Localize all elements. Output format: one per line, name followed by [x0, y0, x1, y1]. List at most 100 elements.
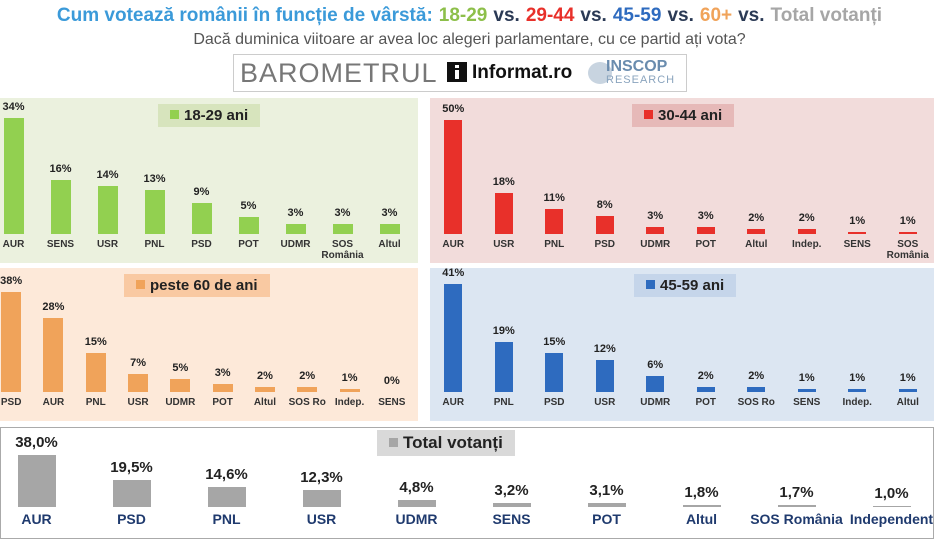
x-tick-label: SENS: [46, 239, 75, 250]
bar: [646, 227, 665, 234]
x-tick-label: UDMR: [395, 511, 438, 527]
value-label: 1%: [899, 372, 916, 385]
x-tick-label: PSD: [543, 397, 565, 408]
x-tick-label: SENS: [378, 397, 406, 408]
x-tick-label: USR: [594, 397, 616, 408]
title-part: 18-29: [438, 5, 488, 26]
bar: [444, 284, 463, 392]
x-tick-label: POT: [212, 397, 233, 408]
value-label: 5%: [172, 361, 189, 374]
logo-inscop: INSCOP: [606, 58, 668, 75]
x-tick-label: Indep.: [334, 397, 365, 408]
value-label: 19,5%: [110, 459, 153, 477]
legend: 18-29 ani: [158, 104, 261, 127]
bar: [191, 203, 212, 234]
bar: [494, 342, 513, 392]
bar: [587, 502, 626, 507]
value-label: 3%: [334, 206, 351, 219]
value-label: 2%: [748, 212, 765, 225]
value-label: 2%: [697, 369, 714, 382]
legend: 45-59 ani: [634, 274, 737, 297]
value-label: 5%: [240, 200, 257, 212]
bar: [339, 389, 360, 392]
logo-strip: BAROMETRUL Informat.ro INSCOP RESEARCH: [233, 54, 687, 92]
bar: [112, 480, 151, 507]
legend-label: 30-44 ani: [658, 107, 723, 124]
x-tick-label: PSD: [0, 397, 22, 408]
x-tick-label: Altul: [685, 511, 718, 527]
bar: [872, 505, 911, 507]
x-tick-label: Indep.: [792, 239, 822, 250]
value-label: 1,7%: [779, 483, 814, 501]
value-label: 41%: [442, 268, 465, 280]
bar: [848, 389, 867, 392]
legend-swatch: [646, 280, 655, 289]
x-tick-label: PSD: [117, 511, 146, 527]
bar: [285, 223, 306, 234]
value-label: 11%: [543, 191, 565, 204]
x-tick-label: AUR: [442, 397, 465, 408]
bar: [696, 227, 715, 234]
value-label: 28%: [42, 301, 65, 314]
value-label: 19%: [492, 325, 515, 338]
bar: [332, 223, 353, 234]
chart-panel: 50% AUR 18% USR 11% PNL 8% PSD 3% UDMR 3% POT 2% Altu…: [430, 98, 934, 263]
chart-panel: 38% PSD 28% AUR 15% PNL 7% USR 5% UDMR 3% POT 2% Altu…: [0, 268, 418, 421]
x-tick-label: POT: [592, 511, 621, 527]
x-tick-label: PNL: [493, 397, 514, 408]
x-tick-label: PSD: [594, 239, 616, 250]
x-tick-label: Altul: [253, 397, 277, 408]
x-tick-label: PNL: [144, 239, 165, 250]
value-label: 12%: [593, 343, 616, 356]
value-label: 3%: [287, 206, 304, 219]
x-tick-label: SOS România: [321, 239, 364, 261]
x-tick-label: SOS Ro: [288, 397, 326, 408]
bar: [238, 217, 259, 234]
logo-inscop-sub: RESEARCH: [606, 74, 676, 86]
bar: [128, 373, 149, 392]
bar: [545, 352, 564, 392]
value-label: 38,0%: [15, 433, 58, 451]
x-tick-label: PSD: [191, 239, 212, 250]
bar: [595, 360, 614, 392]
legend: peste 60 de ani: [124, 274, 270, 297]
bar: [297, 386, 318, 392]
subtitle: Dacă duminica viitoare ar avea loc alege…: [193, 31, 746, 48]
value-label: 3%: [214, 367, 231, 380]
x-tick-label: PNL: [85, 397, 106, 408]
title-part: 45-59: [612, 5, 662, 26]
title: Cum votează românii în funcție de vârstă…: [0, 5, 939, 27]
title-part: 29-44: [525, 5, 575, 26]
legend-swatch: [644, 110, 653, 119]
legend-swatch: [170, 110, 179, 119]
value-label: 2%: [798, 212, 815, 225]
value-label: 1%: [849, 372, 866, 385]
x-tick-label: Altul: [378, 239, 401, 250]
value-label: 12,3%: [300, 469, 343, 487]
x-tick-label: AUR: [2, 239, 25, 250]
title-part: vs.: [667, 5, 694, 26]
logo-informat: Informat.ro: [472, 62, 572, 84]
x-tick-label: POT: [695, 397, 717, 408]
value-label: 2%: [748, 369, 765, 382]
bar: [682, 504, 721, 507]
x-tick-label: SOS România: [750, 511, 843, 527]
x-tick-label: UDMR: [280, 239, 311, 250]
logo-icon: [447, 62, 467, 82]
legend: Total votanți: [377, 430, 515, 456]
bar: [144, 189, 165, 234]
chart-panel: 38,0% AUR 19,5% PSD 14,6% PNL 12,3% USR 4,8% UDMR…: [0, 427, 934, 539]
x-tick-label: UDMR: [165, 397, 196, 408]
legend: 30-44 ani: [632, 104, 735, 127]
x-tick-label: Indep.: [842, 397, 872, 408]
bar: [797, 389, 816, 392]
value-label: 4,8%: [399, 479, 434, 497]
bar: [696, 386, 715, 392]
bar: [1, 292, 22, 392]
chart-panel: 41% AUR 19% PNL 15% PSD 12% USR 6% UDMR 2% POT 2% SOS…: [430, 268, 934, 421]
x-tick-label: SOS România: [886, 239, 929, 261]
value-label: 15%: [84, 335, 107, 348]
bar: [494, 192, 513, 234]
value-label: 2%: [256, 369, 273, 382]
legend-label: 45-59 ani: [660, 277, 725, 294]
